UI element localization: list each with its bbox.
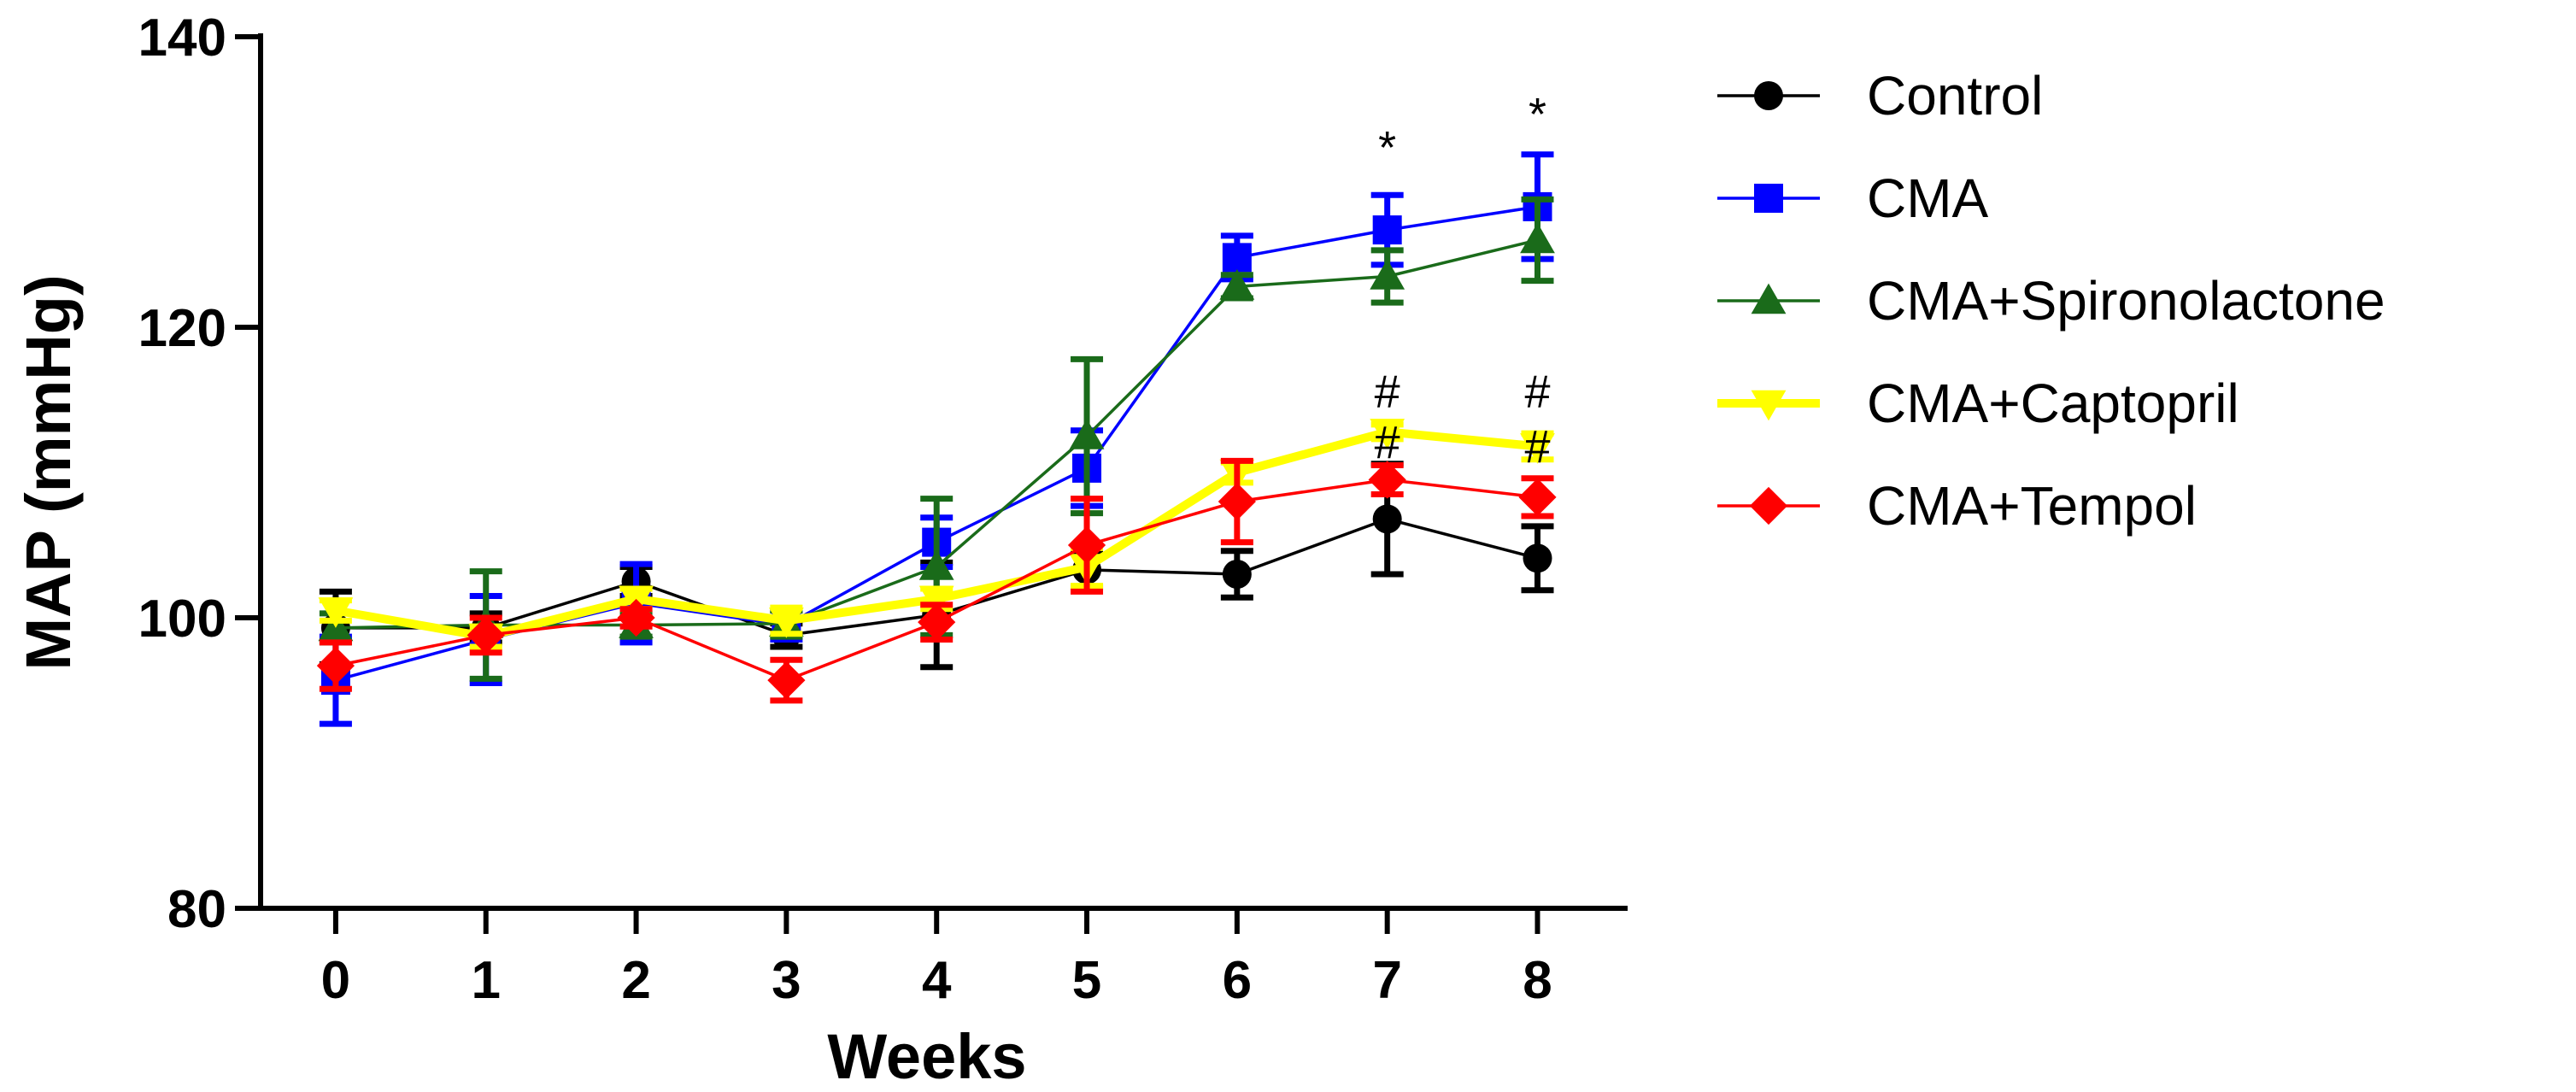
legend-label: CMA+Spironolactone [1867, 270, 2385, 332]
data-point [1520, 222, 1555, 254]
x-tick-label: 4 [922, 951, 952, 1010]
series-cma-tempol [316, 457, 1557, 704]
legend-marker [1751, 283, 1787, 314]
significance-marker: # [1375, 417, 1400, 468]
x-tick-label: 8 [1523, 951, 1552, 1010]
data-point [918, 549, 954, 580]
x-tick-label: 3 [772, 951, 801, 1010]
legend-label: Control [1867, 65, 2043, 126]
significance-marker: * [1378, 122, 1396, 173]
data-point [1370, 259, 1405, 290]
x-tick-label: 6 [1223, 951, 1252, 1010]
significance-marker: * [1529, 89, 1546, 140]
legend-marker [1754, 81, 1783, 110]
legend-marker [1754, 184, 1783, 213]
data-point [1222, 243, 1252, 273]
legend-marker [1749, 486, 1788, 525]
data-point [1523, 543, 1552, 573]
data-point [617, 598, 655, 637]
significance-marker: # [1375, 367, 1400, 418]
axes: 80 100 120 140 0 1 2 3 4 5 6 7 8 Weeks MAP (mmHg) [13, 9, 1628, 1092]
x-tick-label: 2 [621, 951, 650, 1010]
x-tick-label: 5 [1072, 951, 1101, 1010]
series-layer [316, 151, 1557, 727]
legend-marker [1751, 390, 1787, 421]
data-point [466, 616, 505, 655]
data-point [1067, 525, 1106, 565]
data-point [1368, 461, 1406, 499]
data-point [1520, 433, 1555, 464]
data-point [1222, 560, 1252, 589]
annotations: **# ## # [1375, 89, 1551, 473]
legend-label: CMA+Tempol [1867, 475, 2197, 537]
data-point [1069, 419, 1105, 449]
x-tick-label: 1 [471, 951, 500, 1010]
data-point [918, 585, 954, 617]
x-tick-label: 7 [1372, 951, 1401, 1010]
data-point [318, 597, 354, 628]
data-point [316, 647, 355, 685]
legend-label: CMA+Captopril [1867, 373, 2239, 434]
data-point [1518, 478, 1557, 516]
y-tick-label: 80 [167, 880, 226, 939]
y-tick-label: 140 [138, 9, 226, 68]
data-point [1370, 419, 1405, 449]
y-axis-title: MAP (mmHg) [13, 274, 84, 670]
x-tick-label: 0 [321, 951, 350, 1010]
data-point [767, 661, 806, 700]
y-tick-label: 100 [138, 590, 226, 649]
data-point [1219, 269, 1255, 300]
data-point [768, 608, 804, 638]
data-point [918, 603, 956, 642]
data-point [1372, 215, 1402, 245]
significance-marker: # [1524, 421, 1550, 473]
x-axis-title: Weeks [827, 1021, 1026, 1092]
y-tick-label: 120 [138, 299, 226, 358]
legend-label: CMA [1867, 167, 1989, 229]
data-point [1372, 504, 1402, 534]
significance-marker: # [1524, 367, 1550, 418]
legend: Control CMA CMA+Spironolactone CMA+Captopri… [1717, 65, 2385, 537]
data-point [1218, 482, 1256, 521]
